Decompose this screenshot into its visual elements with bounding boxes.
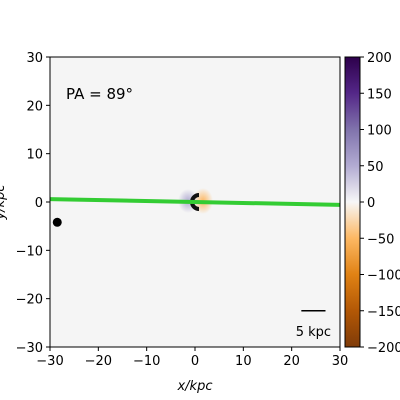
y-tick-label: −30 xyxy=(16,341,43,356)
x-tick-label: 10 xyxy=(235,354,252,369)
colorbar-tick-label: 150 xyxy=(367,87,392,102)
y-tick-label: 30 xyxy=(26,51,43,66)
colorbar-tick-label: −50 xyxy=(367,232,394,247)
annotation: PA = 89° xyxy=(66,85,133,103)
colorbar-tick-label: 50 xyxy=(367,160,384,175)
pa-line xyxy=(49,197,341,207)
x-tick-label: 0 xyxy=(191,354,199,369)
colorbar-tick-label: −150 xyxy=(367,305,400,320)
colorbar-tick-label: −200 xyxy=(367,341,400,356)
y-tick-label: 0 xyxy=(35,196,43,211)
x-tick-label: 30 xyxy=(332,354,349,369)
colorbar-tick-label: 200 xyxy=(367,51,392,66)
y-tick-label: 20 xyxy=(26,99,43,114)
y-tick-label: −20 xyxy=(16,293,43,308)
scale-bar-label: 5 kpc xyxy=(296,325,331,340)
x-tick-label: −10 xyxy=(133,354,160,369)
colorbar-tick-label: 0 xyxy=(367,196,375,211)
y-axis-label: y/kpc xyxy=(0,184,8,220)
x-tick-label: −30 xyxy=(36,354,63,369)
x-tick-label: −20 xyxy=(85,354,112,369)
x-tick-label: 20 xyxy=(283,354,300,369)
y-tick-label: 10 xyxy=(26,148,43,163)
marker xyxy=(52,217,62,227)
colorbar-tick-label: 100 xyxy=(367,124,392,139)
colorbar-tick-label: −100 xyxy=(367,269,400,284)
x-axis-label: x/kpc xyxy=(176,379,212,394)
y-tick-label: −10 xyxy=(16,244,43,259)
colorbar xyxy=(344,56,361,348)
